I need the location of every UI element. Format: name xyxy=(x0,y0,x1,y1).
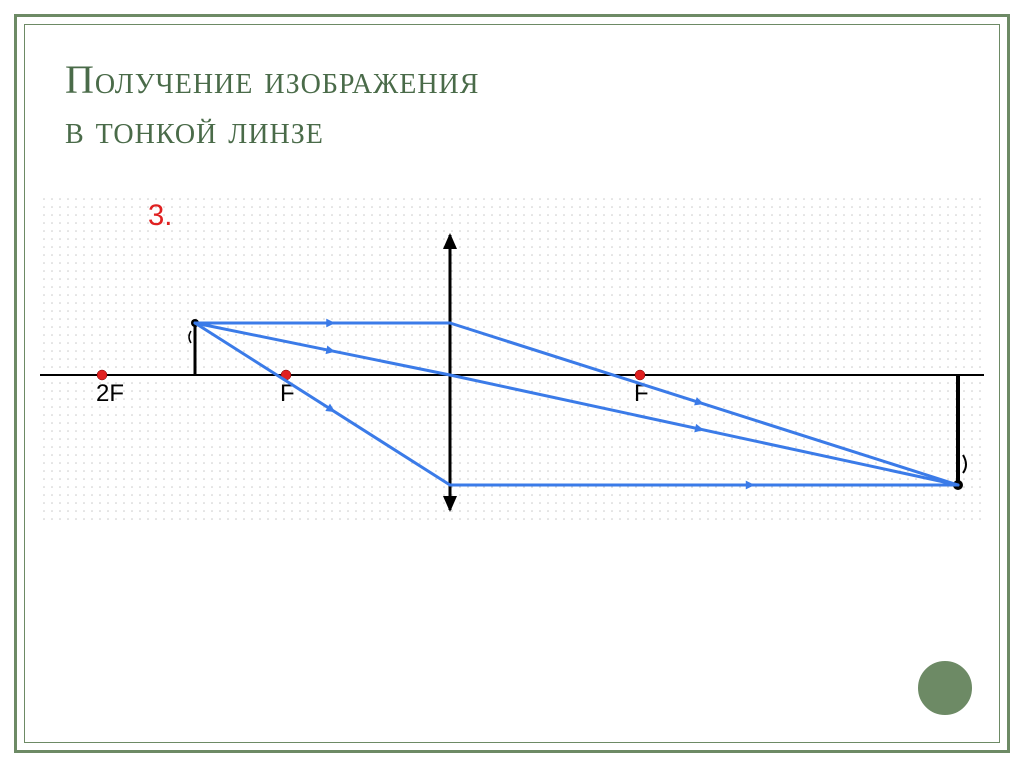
decorative-circle xyxy=(916,659,974,717)
slide-title: Получение изображения в тонкой линзе xyxy=(65,55,479,155)
title-line-2: в тонкой линзе xyxy=(65,105,479,155)
lens-diagram-svg: 2FFF3. xyxy=(40,195,984,525)
lens-diagram: 2FFF3. xyxy=(40,195,984,525)
svg-text:3.: 3. xyxy=(148,200,172,232)
title-line-1: Получение изображения xyxy=(65,55,479,105)
slide: Получение изображения в тонкой линзе 2FF… xyxy=(0,0,1024,767)
svg-text:2F: 2F xyxy=(96,380,124,407)
